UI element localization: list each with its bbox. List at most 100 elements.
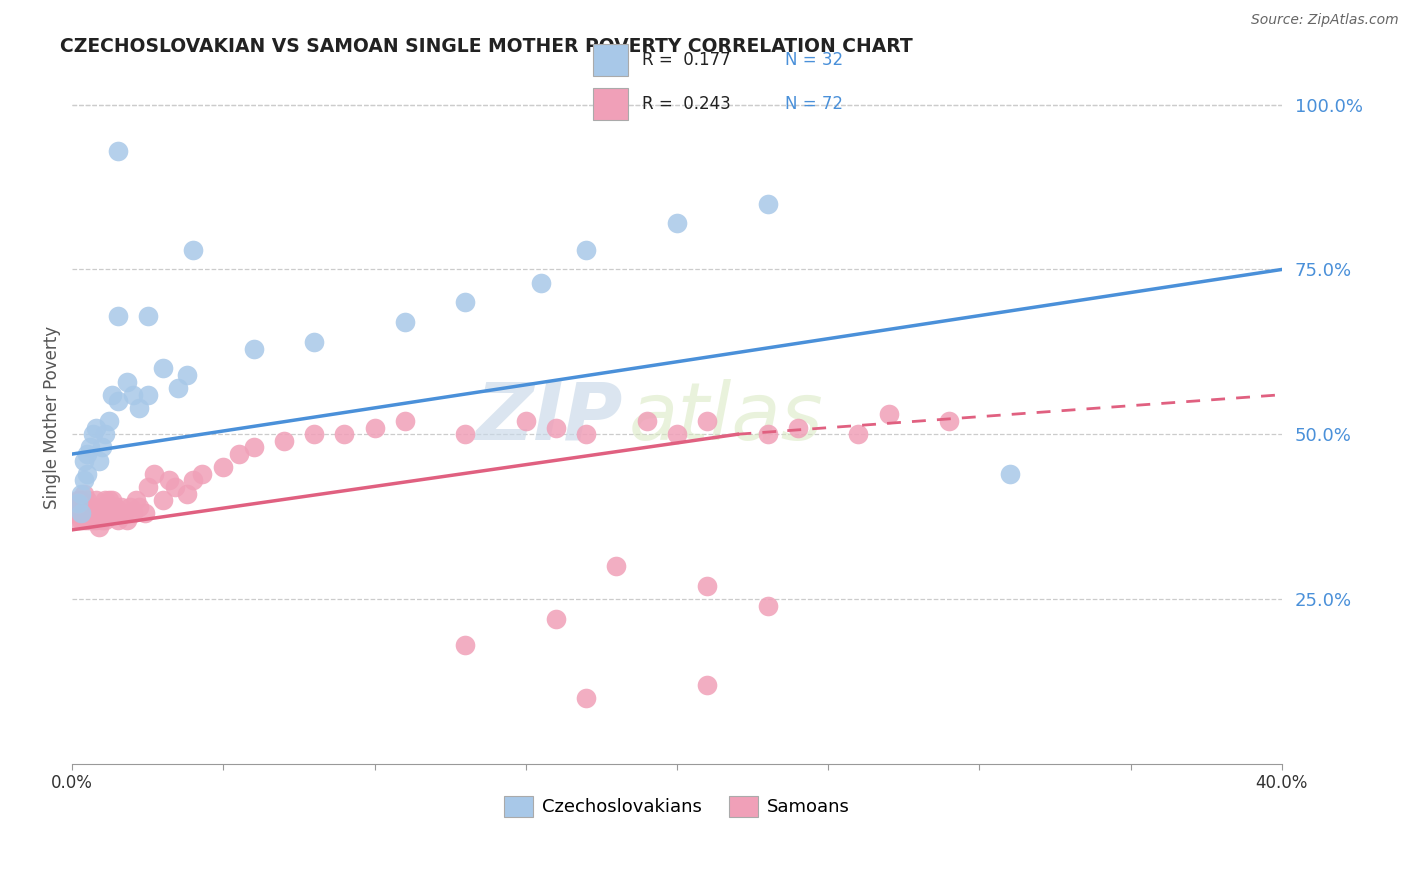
- Samoans: [696, 678, 718, 692]
- Samoans: [118, 500, 141, 514]
- Samoans: [696, 414, 718, 428]
- Czechoslovakians: [394, 315, 416, 329]
- Samoans: [107, 513, 129, 527]
- Samoans: [212, 460, 235, 475]
- Samoans: [157, 474, 180, 488]
- Samoans: [302, 427, 325, 442]
- Samoans: [70, 513, 93, 527]
- Text: Source: ZipAtlas.com: Source: ZipAtlas.com: [1251, 13, 1399, 28]
- Samoans: [89, 519, 111, 533]
- Czechoslovakians: [107, 144, 129, 158]
- Samoans: [94, 493, 117, 508]
- Samoans: [89, 507, 111, 521]
- Samoans: [696, 579, 718, 593]
- Czechoslovakians: [107, 394, 129, 409]
- Samoans: [125, 493, 148, 508]
- Samoans: [73, 486, 96, 500]
- Czechoslovakians: [73, 474, 96, 488]
- Czechoslovakians: [454, 295, 477, 310]
- Samoans: [65, 507, 87, 521]
- Text: CZECHOSLOVAKIAN VS SAMOAN SINGLE MOTHER POVERTY CORRELATION CHART: CZECHOSLOVAKIAN VS SAMOAN SINGLE MOTHER …: [60, 37, 912, 56]
- Samoans: [191, 467, 214, 481]
- Legend: Czechoslovakians, Samoans: Czechoslovakians, Samoans: [496, 789, 858, 824]
- Czechoslovakians: [82, 427, 104, 442]
- Samoans: [575, 690, 598, 705]
- Samoans: [67, 513, 90, 527]
- Samoans: [181, 474, 204, 488]
- Czechoslovakians: [76, 447, 98, 461]
- Samoans: [121, 507, 143, 521]
- Samoans: [67, 500, 90, 514]
- Samoans: [97, 493, 120, 508]
- Samoans: [142, 467, 165, 481]
- Czechoslovakians: [756, 196, 779, 211]
- Czechoslovakians: [152, 361, 174, 376]
- Samoans: [70, 507, 93, 521]
- Czechoslovakians: [115, 375, 138, 389]
- Text: R =  0.177: R = 0.177: [643, 51, 731, 69]
- Samoans: [112, 507, 135, 521]
- Samoans: [363, 420, 385, 434]
- Samoans: [86, 507, 108, 521]
- Samoans: [136, 480, 159, 494]
- Samoans: [134, 507, 156, 521]
- Samoans: [100, 493, 122, 508]
- Samoans: [756, 599, 779, 613]
- Text: atlas: atlas: [628, 379, 824, 457]
- Czechoslovakians: [242, 342, 264, 356]
- Samoans: [94, 513, 117, 527]
- Samoans: [848, 427, 870, 442]
- Czechoslovakians: [128, 401, 150, 415]
- Samoans: [103, 500, 125, 514]
- Samoans: [97, 507, 120, 521]
- Czechoslovakians: [136, 309, 159, 323]
- Czechoslovakians: [167, 381, 190, 395]
- Samoans: [176, 486, 198, 500]
- Czechoslovakians: [79, 441, 101, 455]
- Samoans: [665, 427, 688, 442]
- Samoans: [242, 441, 264, 455]
- Samoans: [938, 414, 960, 428]
- Samoans: [454, 638, 477, 652]
- Samoans: [91, 513, 114, 527]
- Bar: [593, 44, 628, 76]
- Czechoslovakians: [97, 414, 120, 428]
- Samoans: [65, 496, 87, 510]
- Samoans: [82, 500, 104, 514]
- Samoans: [100, 507, 122, 521]
- Samoans: [73, 513, 96, 527]
- Samoans: [79, 513, 101, 527]
- Samoans: [273, 434, 295, 448]
- Czechoslovakians: [181, 243, 204, 257]
- Text: N = 32: N = 32: [785, 51, 842, 69]
- Samoans: [70, 493, 93, 508]
- Samoans: [76, 507, 98, 521]
- Samoans: [86, 513, 108, 527]
- Samoans: [128, 500, 150, 514]
- Samoans: [110, 500, 132, 514]
- Samoans: [756, 427, 779, 442]
- Czechoslovakians: [575, 243, 598, 257]
- Czechoslovakians: [136, 388, 159, 402]
- Czechoslovakians: [67, 496, 90, 510]
- Czechoslovakians: [530, 276, 553, 290]
- Samoans: [228, 447, 250, 461]
- Czechoslovakians: [665, 216, 688, 230]
- Czechoslovakians: [70, 507, 93, 521]
- Czechoslovakians: [70, 486, 93, 500]
- Samoans: [786, 420, 808, 434]
- Czechoslovakians: [302, 334, 325, 349]
- Czechoslovakians: [121, 388, 143, 402]
- Czechoslovakians: [86, 420, 108, 434]
- Czechoslovakians: [89, 453, 111, 467]
- Samoans: [605, 559, 627, 574]
- Czechoslovakians: [94, 427, 117, 442]
- Czechoslovakians: [107, 309, 129, 323]
- Samoans: [115, 513, 138, 527]
- Samoans: [76, 513, 98, 527]
- Samoans: [76, 493, 98, 508]
- Text: ZIP: ZIP: [475, 379, 623, 457]
- Samoans: [515, 414, 537, 428]
- Samoans: [544, 420, 567, 434]
- Czechoslovakians: [998, 467, 1021, 481]
